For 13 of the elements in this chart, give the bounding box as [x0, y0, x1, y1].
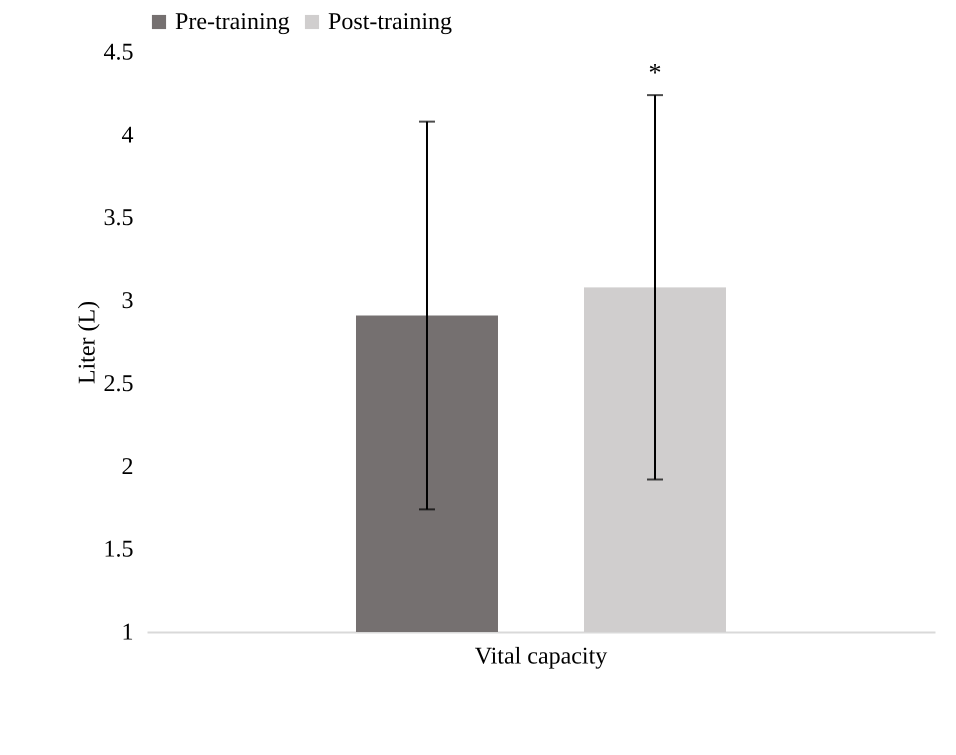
x-tick-label: Vital capacity	[474, 644, 608, 670]
y-tick-label: 2.5	[104, 370, 134, 397]
legend-label: Pre-training	[175, 9, 290, 35]
y-tick-label: 3	[122, 288, 134, 314]
y-tick-label: 1	[122, 620, 134, 646]
y-axis-title: Liter (L)	[74, 300, 100, 384]
annotation: *	[648, 58, 662, 88]
y-tick-label: 2	[122, 454, 134, 480]
y-tick-label: 4.5	[104, 40, 134, 66]
y-tick-label: 3.5	[104, 205, 134, 232]
y-tick-label: 1.5	[104, 536, 134, 563]
legend-label: Post-training	[328, 9, 452, 35]
y-tick-label: 4	[122, 122, 134, 148]
